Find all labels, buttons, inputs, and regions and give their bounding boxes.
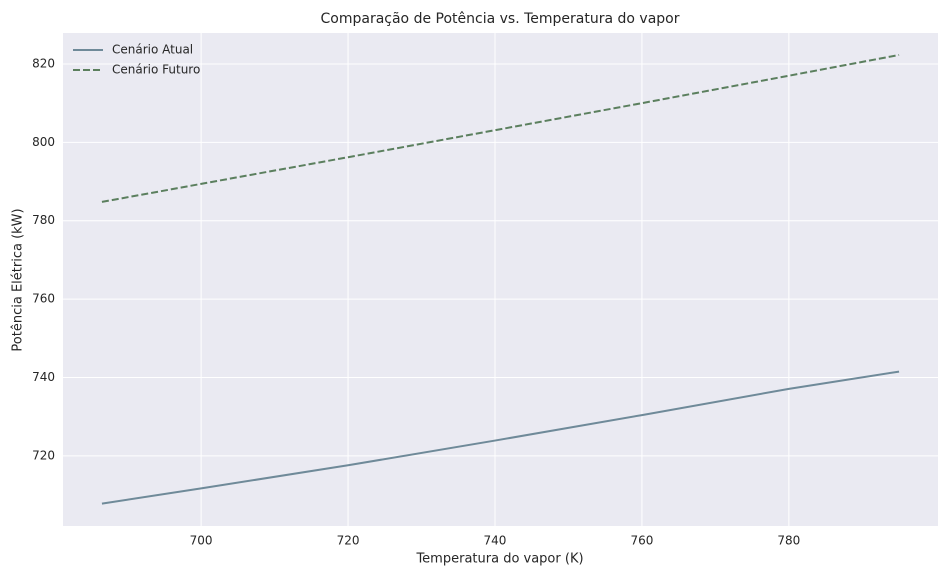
y-tick-label: 800 <box>32 135 55 149</box>
line-series <box>101 370 900 505</box>
x-tick-label: 700 <box>190 534 213 548</box>
legend-label: Cenário Atual <box>112 43 193 57</box>
chart-title: Comparação de Potência vs. Temperatura d… <box>321 11 680 27</box>
y-tick-label: 720 <box>32 448 55 462</box>
y-tick-label: 820 <box>32 56 55 70</box>
x-axis-label: Temperatura do vapor (K) <box>415 552 583 567</box>
line-series <box>101 53 900 203</box>
y-axis-label: Potência Elétrica (kW) <box>11 208 26 351</box>
x-tick-label: 760 <box>630 534 653 548</box>
x-tick-label: 780 <box>777 534 800 548</box>
x-tick-label: 740 <box>484 534 507 548</box>
y-tick-label: 740 <box>32 370 55 384</box>
x-tick-label: 720 <box>337 534 360 548</box>
y-tick-label: 760 <box>32 292 55 306</box>
plot-area <box>63 33 938 526</box>
y-tick-label: 780 <box>32 213 55 227</box>
legend-label: Cenário Futuro <box>112 63 200 77</box>
